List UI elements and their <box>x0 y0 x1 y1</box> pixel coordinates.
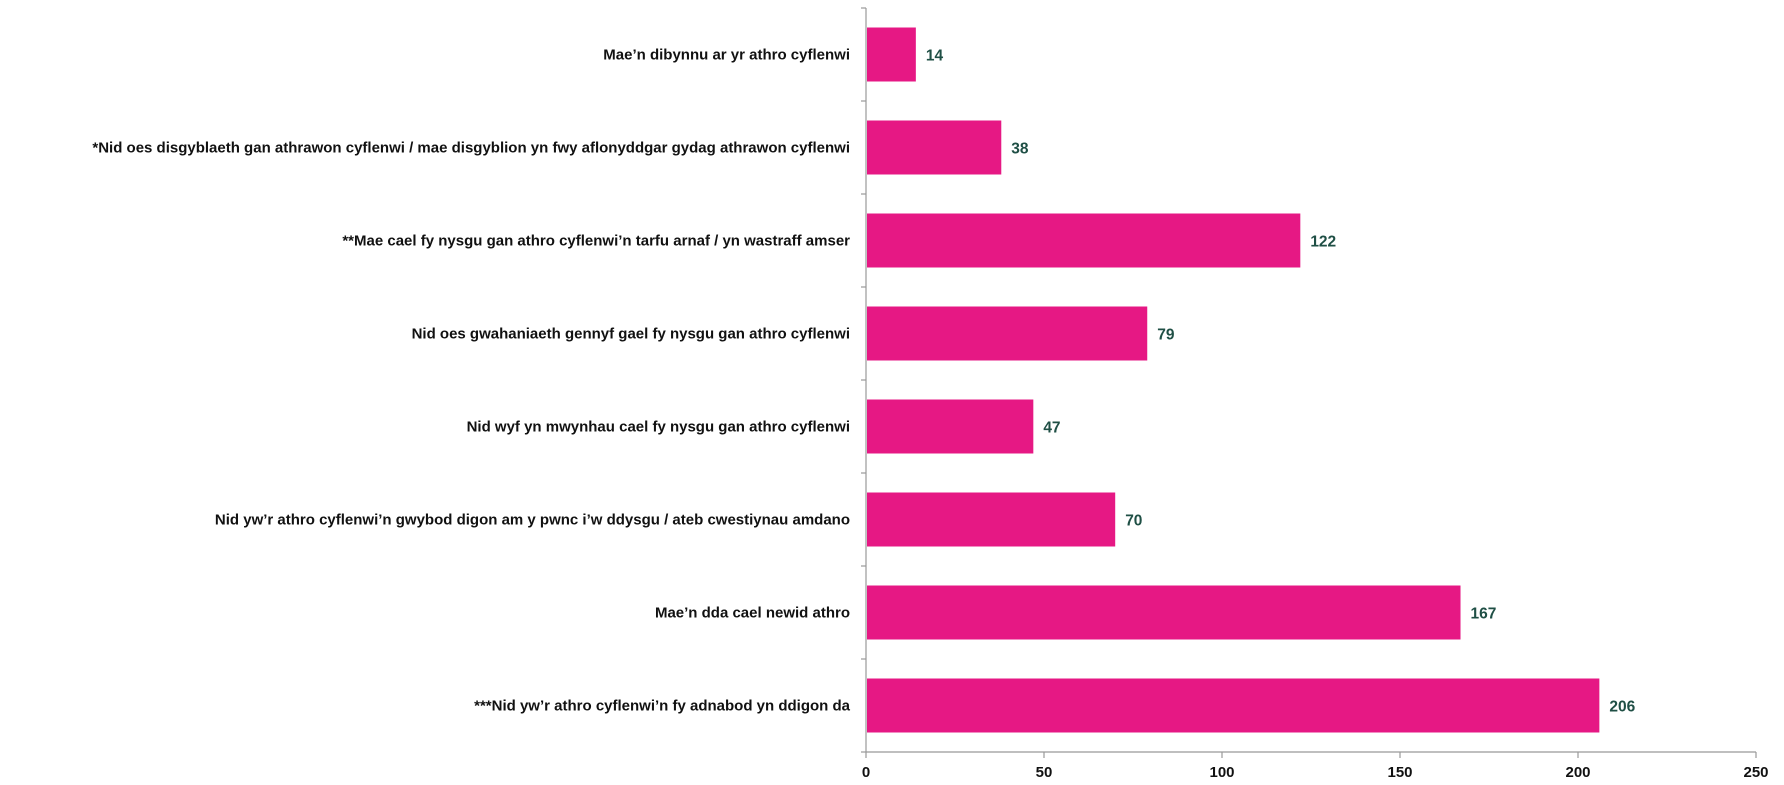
data-label: 79 <box>1157 327 1175 344</box>
bar <box>867 678 1600 733</box>
category-label: *Nid oes disgyblaeth gan athrawon cyflen… <box>92 140 850 157</box>
bar <box>867 213 1301 268</box>
category-label: **Mae cael fy nysgu gan athro cyflenwi’n… <box>342 233 850 250</box>
x-tick-label: 200 <box>1565 764 1590 781</box>
bar <box>867 120 1002 175</box>
category-label: Nid yw’r athro cyflenwi’n gwybod digon a… <box>215 512 850 529</box>
bar <box>867 27 916 82</box>
data-label: 14 <box>926 48 944 65</box>
data-label: 38 <box>1011 141 1029 158</box>
bar <box>867 585 1461 640</box>
data-label: 122 <box>1310 234 1336 251</box>
x-tick-label: 100 <box>1209 764 1234 781</box>
bar <box>867 306 1148 361</box>
x-tick-label: 250 <box>1743 764 1768 781</box>
bar <box>867 492 1116 547</box>
x-tick-label: 50 <box>1036 764 1053 781</box>
data-label: 47 <box>1043 420 1060 437</box>
category-label: Mae’n dda cael newid athro <box>655 605 850 622</box>
bar <box>867 399 1034 454</box>
x-tick-label: 0 <box>862 764 870 781</box>
category-label: ***Nid yw’r athro cyflenwi’n fy adnabod … <box>474 698 851 715</box>
category-label: Mae’n dibynnu ar yr athro cyflenwi <box>603 47 850 64</box>
data-label: 167 <box>1471 606 1497 623</box>
category-label: Nid wyf yn mwynhau cael fy nysgu gan ath… <box>467 419 850 436</box>
data-label: 70 <box>1125 513 1142 530</box>
data-label: 206 <box>1609 699 1635 716</box>
x-tick-label: 150 <box>1387 764 1412 781</box>
category-label: Nid oes gwahaniaeth gennyf gael fy nysgu… <box>412 326 850 343</box>
